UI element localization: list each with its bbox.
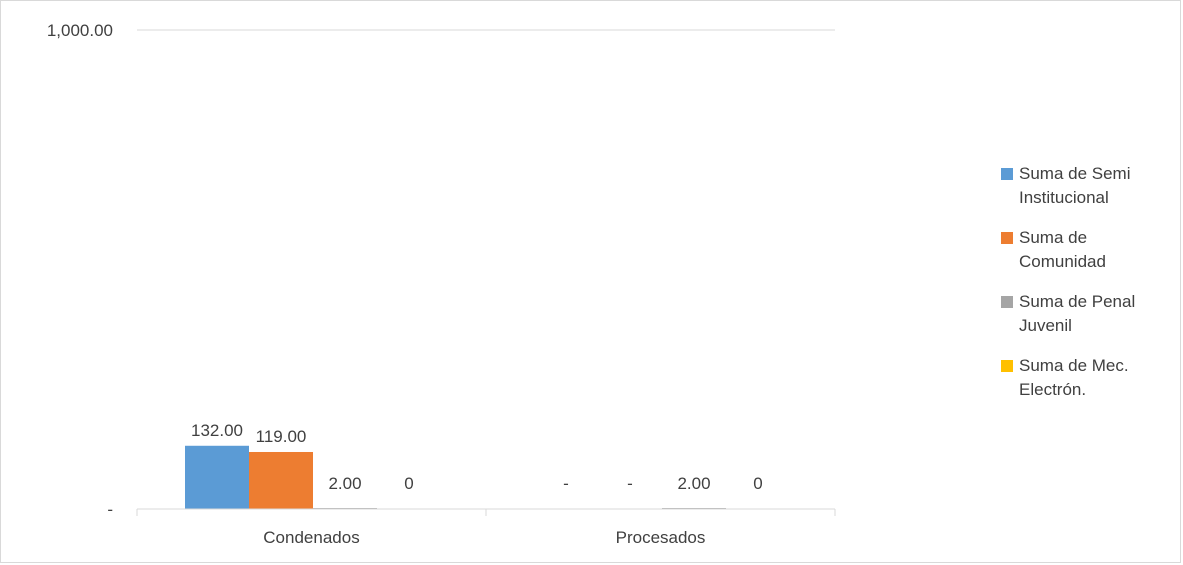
legend-item: Suma de Mec. Electrón. [1001, 354, 1176, 402]
legend-swatch [1001, 360, 1013, 372]
data-label: 2.00 [328, 474, 361, 493]
data-label: 132.00 [191, 421, 243, 440]
data-label: 0 [753, 474, 762, 493]
legend-label: Suma de Comunidad [1019, 228, 1106, 271]
legend-item: Suma de Semi Institucional [1001, 162, 1176, 210]
legend-label: Suma de Semi Institucional [1019, 164, 1131, 207]
bar [185, 445, 249, 509]
legend-swatch [1001, 232, 1013, 244]
legend-swatch [1001, 296, 1013, 308]
legend-swatch [1001, 168, 1013, 180]
y-tick-label: - [107, 500, 113, 519]
legend-item: Suma de Comunidad [1001, 226, 1176, 274]
labels: - 1,000.00 132.00 119.00 2.00 0 Condenados - - 2.… [47, 21, 763, 547]
x-category-label: Condenados [263, 528, 359, 547]
data-label: - [627, 474, 633, 493]
x-category-label: Procesados [616, 528, 706, 547]
data-label: 2.00 [677, 474, 710, 493]
data-label: 0 [404, 474, 413, 493]
legend: Suma de Semi Institucional Suma de Comuni… [1001, 162, 1176, 418]
legend-label: Suma de Mec. Electrón. [1019, 356, 1129, 399]
data-label: 119.00 [256, 427, 307, 446]
bars [185, 445, 726, 509]
data-label: - [563, 474, 569, 493]
y-tick-label: 1,000.00 [47, 21, 113, 40]
legend-item: Suma de Penal Juvenil [1001, 290, 1176, 338]
bar [249, 451, 313, 509]
x-axis [136, 508, 836, 516]
legend-label: Suma de Penal Juvenil [1019, 292, 1136, 335]
